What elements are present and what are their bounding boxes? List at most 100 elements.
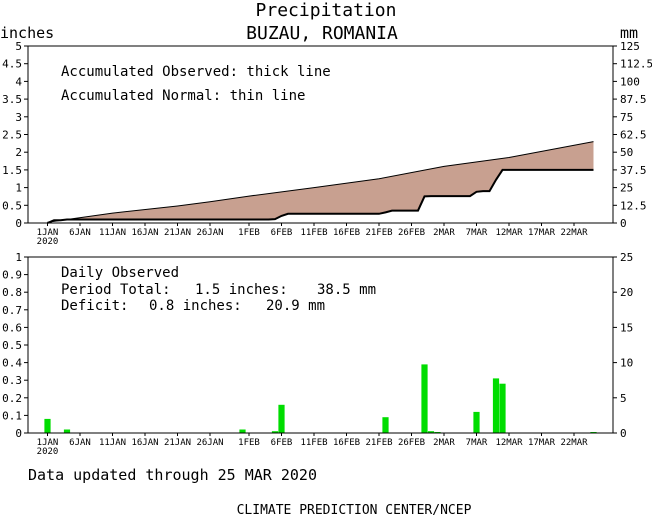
accumulated-x-tick-label: 7MAR: [466, 228, 488, 238]
left-unit-label: inches: [0, 24, 54, 42]
accumulated-x-tick-label: 21JAN: [164, 228, 191, 238]
accumulated-x-tick-label: 17MAR: [528, 228, 556, 238]
accumulated-left-tick-label: 2: [15, 146, 22, 159]
accumulated-x-tick-label: 1JAN: [37, 228, 59, 238]
daily-x-tick-label: 1JAN: [37, 438, 59, 448]
daily-x-tick-label: 16JAN: [131, 438, 158, 448]
daily-left-tick-label: 0.6: [2, 321, 22, 334]
accumulated-x-tick-label: 21FEB: [365, 228, 392, 238]
deficit-inches: 0.8 inches:: [149, 298, 242, 314]
accumulated-x-tick-label: 22MAR: [560, 228, 588, 238]
accumulated-plot: [47, 141, 594, 224]
accumulated-left-tick-label: 1: [15, 182, 22, 195]
daily-precip-bar: [427, 431, 435, 433]
period-total-label: Period Total:: [61, 282, 171, 298]
accumulated-observed-line: [47, 168, 594, 224]
accumulated-right-tick-label: 100: [620, 75, 640, 88]
daily-left-tick-label: 0.7: [2, 304, 22, 317]
accumulated-x-tick-label: 6JAN: [69, 228, 91, 238]
accumulated-right-tick-label: 87.5: [620, 93, 647, 106]
daily-x-tick-label: 11JAN: [99, 438, 126, 448]
accumulated-left-tick-label: 4: [15, 75, 22, 88]
daily-precip-bar: [473, 411, 480, 433]
daily-precip-bar: [271, 431, 279, 433]
daily-left-tick-label: 0.5: [2, 339, 22, 352]
daily-precip-bar: [239, 429, 246, 433]
accumulated-x-tick-year: 2020: [37, 237, 59, 247]
daily-left-tick-label: 0.1: [2, 409, 22, 422]
daily-right-tick-label: 10: [620, 357, 633, 370]
right-unit-label: mm: [620, 24, 638, 42]
chart-title: Precipitation: [256, 0, 397, 21]
accumulated-right-tick-label: 12.5: [620, 199, 647, 212]
daily-right-tick-label: 20: [620, 286, 633, 299]
accumulated-x-tick-label: 1FEB: [238, 228, 260, 238]
daily-precip-bar: [278, 404, 285, 433]
daily-x-tick-label: 1FEB: [238, 438, 260, 448]
daily-left-tick-label: 0: [15, 427, 22, 440]
deficit-label: Deficit:: [61, 298, 128, 314]
deficit-mm: 20.9 mm: [266, 298, 325, 314]
daily-x-tick-label: 22MAR: [560, 438, 588, 448]
accumulated-right-tick-label: 62.5: [620, 129, 647, 142]
daily-x-tick-label: 21FEB: [365, 438, 392, 448]
accumulated-left-tick-label: 3.5: [2, 93, 22, 106]
daily-x-tick-label: 6FEB: [271, 438, 293, 448]
accumulated-x-tick-label: 16JAN: [131, 228, 158, 238]
accumulated-right-tick-label: 50: [620, 146, 633, 159]
daily-right-tick-label: 25: [620, 251, 633, 264]
daily-x-tick-label: 12MAR: [495, 438, 523, 448]
daily-precip-bar: [44, 418, 51, 433]
legend-normal: Accumulated Normal: thin line: [61, 88, 305, 104]
daily-right-tick-label: 5: [620, 392, 627, 405]
daily-x-tick-label: 11FEB: [300, 438, 327, 448]
accumulated-left-tick-label: 3: [15, 111, 22, 124]
chart-subtitle: BUZAU, ROMANIA: [246, 23, 398, 44]
daily-right-tick-label: 0: [620, 427, 627, 440]
daily-left-tick-label: 0.2: [2, 392, 22, 405]
daily-x-tick-label: 26FEB: [398, 438, 425, 448]
accumulated-x-tick-label: 11JAN: [99, 228, 126, 238]
accumulated-right-tick-label: 37.5: [620, 164, 647, 177]
accumulated-normal-line: [47, 141, 594, 223]
accumulated-left-axis: 0 0.5 1 1.5 2 2.5 3 3.5 4 4.5 5: [2, 40, 28, 230]
daily-left-tick-label: 0.9: [2, 269, 22, 282]
accumulated-left-tick-label: 0: [15, 217, 22, 230]
daily-right-tick-label: 15: [620, 321, 633, 334]
data-updated-note: Data updated through 25 MAR 2020: [28, 466, 317, 484]
daily-left-tick-label: 0.3: [2, 374, 22, 387]
accumulated-panel: 0 0.5 1 1.5 2 2.5 3 3.5 4 4.5 5 0 12.5 25 37.5 50 62.5 7…: [2, 40, 652, 247]
daily-precip-bar: [382, 417, 389, 433]
accumulated-left-tick-label: 1.5: [2, 164, 22, 177]
accumulated-left-tick-label: 4.5: [2, 58, 22, 71]
daily-left-axis: 0 0.1 0.2 0.3 0.4 0.5 0.6 0.7 0.8 0.9 1: [2, 251, 28, 440]
accumulated-x-tick-label: 26JAN: [196, 228, 223, 238]
daily-plot: [44, 364, 597, 433]
accumulated-right-tick-label: 125: [620, 40, 640, 53]
daily-x-tick-label: 21JAN: [164, 438, 191, 448]
accumulated-x-tick-label: 2MAR: [433, 228, 455, 238]
accumulated-x-tick-label: 26FEB: [398, 228, 425, 238]
accumulated-left-tick-label: 5: [15, 40, 22, 53]
accumulated-right-tick-label: 112.5: [620, 58, 652, 71]
daily-observed-heading: Daily Observed: [61, 265, 179, 281]
daily-x-tick-year: 2020: [37, 447, 59, 457]
accumulated-x-tick-label: 16FEB: [333, 228, 360, 238]
accumulated-x-tick-label: 6FEB: [271, 228, 293, 238]
daily-precip-bar: [63, 429, 71, 433]
period-total-inches: 1.5 inches:: [195, 282, 288, 298]
daily-panel: 0 0.1 0.2 0.3 0.4 0.5 0.6 0.7 0.8 0.9 1 0 5 10 15 20 25…: [2, 251, 633, 457]
daily-x-tick-label: 7MAR: [466, 438, 488, 448]
daily-right-axis: 0 5 10 15 20 25: [613, 251, 633, 440]
daily-x-tick-label: 17MAR: [528, 438, 556, 448]
daily-left-tick-label: 0.4: [2, 357, 22, 370]
daily-precip-bar: [492, 378, 500, 433]
accumulated-left-tick-label: 0.5: [2, 199, 22, 212]
daily-left-tick-label: 0.8: [2, 286, 22, 299]
daily-left-tick-label: 1: [15, 251, 22, 264]
credit-footer: CLIMATE PREDICTION CENTER/NCEP: [237, 503, 472, 518]
accumulated-right-tick-label: 0: [620, 217, 627, 230]
